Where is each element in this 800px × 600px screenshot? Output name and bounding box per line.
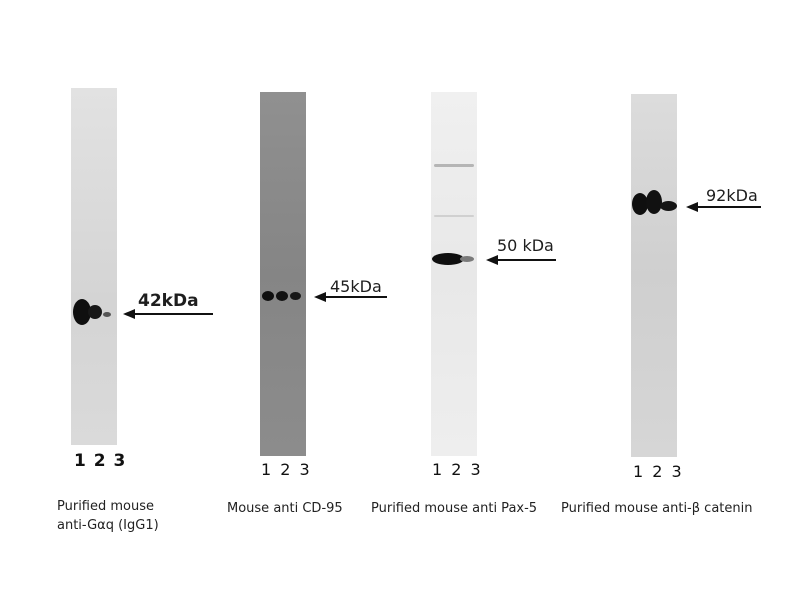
protein-band bbox=[632, 193, 648, 215]
blot-caption: Purified mouse anti-β catenin bbox=[561, 499, 752, 518]
lane-numbers: 1 2 3 bbox=[432, 460, 483, 479]
arrow-left-icon bbox=[686, 202, 698, 212]
protein-band bbox=[646, 190, 662, 214]
protein-band bbox=[460, 256, 474, 262]
protein-band bbox=[276, 291, 288, 301]
caption-line: Purified mouse bbox=[57, 499, 155, 514]
arrow-left-icon bbox=[123, 309, 135, 319]
blot-caption: Purified mouse anti-Gαq (IgG1) bbox=[57, 497, 159, 535]
lane-numbers: 1 2 3 bbox=[74, 451, 127, 471]
arrow-left-icon bbox=[486, 255, 498, 265]
blot-strip bbox=[631, 94, 677, 457]
faint-band bbox=[434, 164, 474, 167]
molecular-weight-label: 42kDa bbox=[138, 291, 199, 311]
arrow-shaft bbox=[324, 296, 387, 298]
protein-band bbox=[73, 299, 91, 325]
blot-strip bbox=[260, 92, 306, 456]
lane-numbers: 1 2 3 bbox=[261, 460, 312, 479]
protein-band bbox=[262, 291, 274, 301]
caption-line: anti-Gαq (IgG1) bbox=[57, 518, 159, 533]
molecular-weight-label: 45kDa bbox=[330, 277, 382, 296]
caption-line: Purified mouse anti Pax-5 bbox=[371, 501, 538, 516]
caption-line: Purified mouse anti-β catenin bbox=[561, 501, 753, 516]
blot-caption: Mouse anti CD-95 bbox=[227, 499, 343, 518]
blot-strip bbox=[431, 92, 477, 456]
arrow-left-icon bbox=[314, 292, 326, 302]
faint-band bbox=[434, 215, 474, 217]
arrow-shaft bbox=[696, 206, 761, 208]
caption-line: Mouse anti CD-95 bbox=[227, 501, 343, 516]
molecular-weight-label: 50 kDa bbox=[497, 236, 554, 255]
blot-caption: Purified mouse anti Pax-5 bbox=[371, 499, 537, 518]
blot-strip bbox=[71, 88, 117, 445]
protein-band bbox=[432, 253, 464, 265]
protein-band bbox=[290, 292, 301, 300]
protein-band bbox=[88, 305, 102, 319]
arrow-shaft bbox=[496, 259, 556, 261]
arrow-shaft bbox=[132, 313, 213, 315]
lane-numbers: 1 2 3 bbox=[633, 462, 684, 481]
protein-band bbox=[660, 201, 677, 211]
protein-band bbox=[103, 312, 111, 317]
molecular-weight-label: 92kDa bbox=[706, 186, 758, 205]
